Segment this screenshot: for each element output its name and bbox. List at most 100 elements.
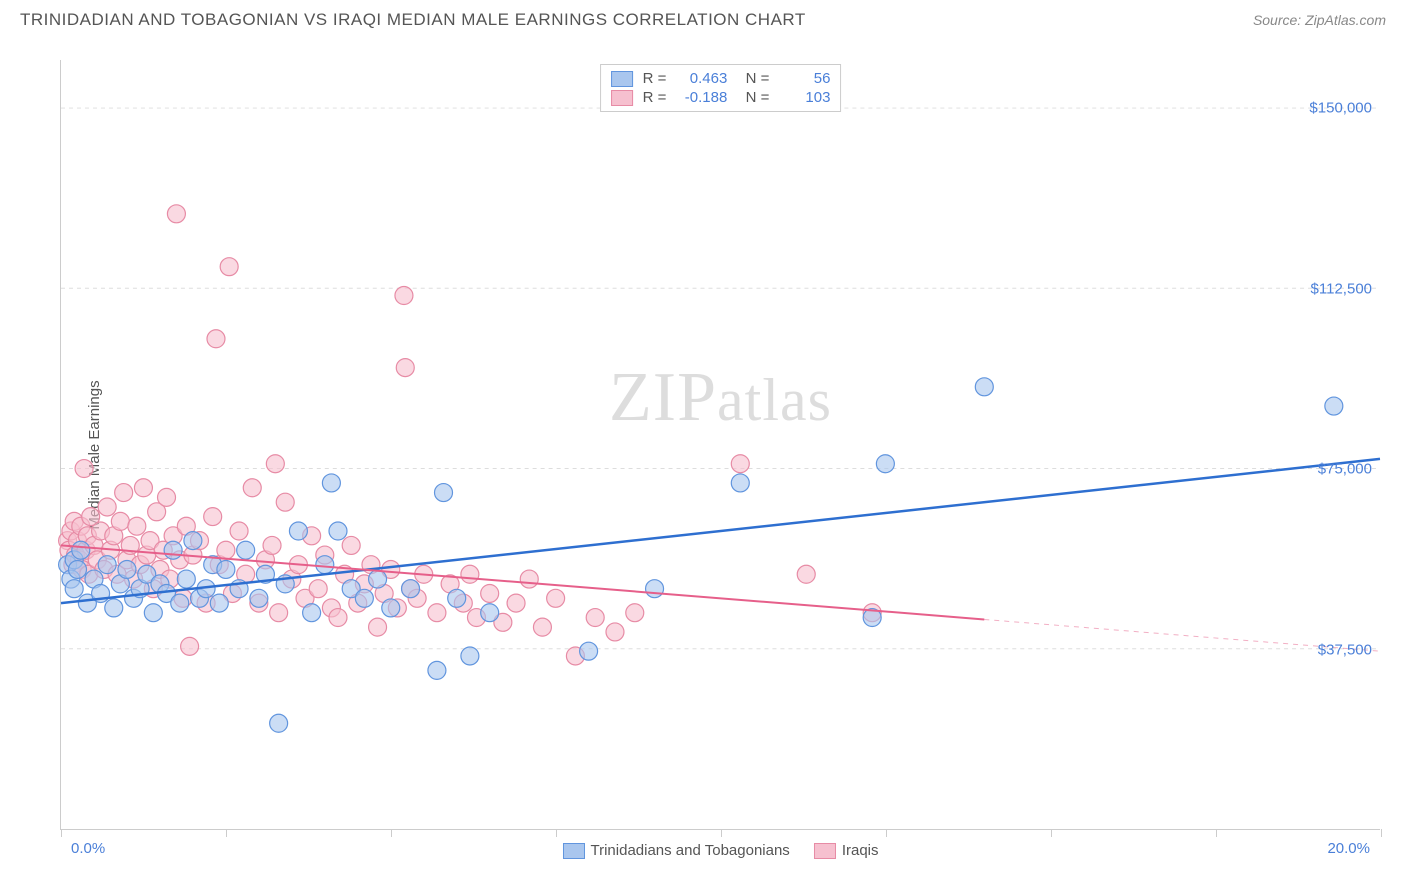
data-point bbox=[105, 599, 123, 617]
data-point bbox=[481, 585, 499, 603]
y-tick-label: $75,000 bbox=[1318, 461, 1372, 478]
data-point bbox=[547, 589, 565, 607]
data-point bbox=[217, 541, 235, 559]
data-point bbox=[1325, 397, 1343, 415]
data-point bbox=[276, 493, 294, 511]
data-point bbox=[207, 330, 225, 348]
data-point bbox=[580, 642, 598, 660]
data-point bbox=[448, 589, 466, 607]
data-point bbox=[263, 536, 281, 554]
r-value-1: 0.463 bbox=[672, 70, 727, 87]
data-point bbox=[395, 287, 413, 305]
x-tick bbox=[61, 829, 62, 837]
data-point bbox=[428, 604, 446, 622]
legend-item-1: Trinidadians and Tobagonians bbox=[562, 842, 789, 859]
data-point bbox=[428, 661, 446, 679]
data-point bbox=[322, 474, 340, 492]
data-point bbox=[646, 580, 664, 598]
data-point bbox=[355, 589, 373, 607]
data-point bbox=[164, 541, 182, 559]
data-point bbox=[369, 570, 387, 588]
data-point bbox=[309, 580, 327, 598]
x-tick bbox=[1381, 829, 1382, 837]
n-label: N = bbox=[737, 89, 769, 106]
data-point bbox=[316, 556, 334, 574]
data-point bbox=[396, 359, 414, 377]
data-point bbox=[217, 560, 235, 578]
data-point bbox=[250, 589, 268, 607]
data-point bbox=[158, 488, 176, 506]
data-point bbox=[303, 604, 321, 622]
data-point bbox=[797, 565, 815, 583]
data-point bbox=[626, 604, 644, 622]
y-tick-label: $112,500 bbox=[1311, 280, 1372, 297]
swatch-blue bbox=[611, 71, 633, 87]
n-label: N = bbox=[737, 70, 769, 87]
data-point bbox=[507, 594, 525, 612]
data-point bbox=[329, 609, 347, 627]
trend-line bbox=[61, 459, 1380, 603]
data-point bbox=[402, 580, 420, 598]
source-attribution: Source: ZipAtlas.com bbox=[1253, 12, 1386, 28]
data-point bbox=[342, 536, 360, 554]
data-point bbox=[68, 560, 86, 578]
x-tick bbox=[556, 829, 557, 837]
data-point bbox=[975, 378, 993, 396]
stats-row-series-2: R = -0.188 N = 103 bbox=[611, 88, 831, 107]
data-point bbox=[289, 522, 307, 540]
data-point bbox=[98, 556, 116, 574]
chart-container: Median Male Earnings ZIPatlas $37,500$75… bbox=[50, 55, 1390, 855]
swatch-pink bbox=[814, 843, 836, 859]
swatch-blue bbox=[562, 843, 584, 859]
data-point bbox=[731, 474, 749, 492]
data-point bbox=[230, 522, 248, 540]
data-point bbox=[128, 517, 146, 535]
n-value-1: 56 bbox=[775, 70, 830, 87]
data-point bbox=[210, 594, 228, 612]
data-point bbox=[481, 604, 499, 622]
x-tick bbox=[226, 829, 227, 837]
chart-title: TRINIDADIAN AND TOBAGONIAN VS IRAQI MEDI… bbox=[20, 10, 806, 30]
x-tick bbox=[1051, 829, 1052, 837]
data-point bbox=[171, 594, 189, 612]
legend: Trinidadians and Tobagonians Iraqis bbox=[562, 842, 878, 859]
data-point bbox=[204, 508, 222, 526]
data-point bbox=[65, 580, 83, 598]
stats-row-series-1: R = 0.463 N = 56 bbox=[611, 69, 831, 88]
data-point bbox=[144, 604, 162, 622]
x-tick bbox=[721, 829, 722, 837]
swatch-pink bbox=[611, 90, 633, 106]
x-tick bbox=[1216, 829, 1217, 837]
data-point bbox=[369, 618, 387, 636]
data-point bbox=[243, 479, 261, 497]
r-value-2: -0.188 bbox=[672, 89, 727, 106]
data-point bbox=[435, 484, 453, 502]
correlation-stats-box: R = 0.463 N = 56 R = -0.188 N = 103 bbox=[600, 64, 842, 112]
scatter-svg bbox=[61, 60, 1380, 829]
y-tick-label: $37,500 bbox=[1318, 641, 1372, 658]
x-axis-min-label: 0.0% bbox=[71, 840, 105, 857]
n-value-2: 103 bbox=[775, 89, 830, 106]
data-point bbox=[115, 484, 133, 502]
r-label: R = bbox=[643, 70, 667, 87]
data-point bbox=[266, 455, 284, 473]
data-point bbox=[461, 647, 479, 665]
data-point bbox=[118, 560, 136, 578]
data-point bbox=[533, 618, 551, 636]
data-point bbox=[520, 570, 538, 588]
plot-area: ZIPatlas $37,500$75,000$112,500$150,000 … bbox=[60, 60, 1380, 830]
data-point bbox=[329, 522, 347, 540]
data-point bbox=[237, 541, 255, 559]
data-point bbox=[72, 541, 90, 559]
data-point bbox=[220, 258, 238, 276]
legend-label-2: Iraqis bbox=[842, 842, 879, 859]
data-point bbox=[98, 498, 116, 516]
data-point bbox=[111, 512, 129, 530]
data-point bbox=[461, 565, 479, 583]
data-point bbox=[167, 205, 185, 223]
data-point bbox=[270, 714, 288, 732]
data-point bbox=[382, 599, 400, 617]
r-label: R = bbox=[643, 89, 667, 106]
data-point bbox=[184, 532, 202, 550]
data-point bbox=[876, 455, 894, 473]
